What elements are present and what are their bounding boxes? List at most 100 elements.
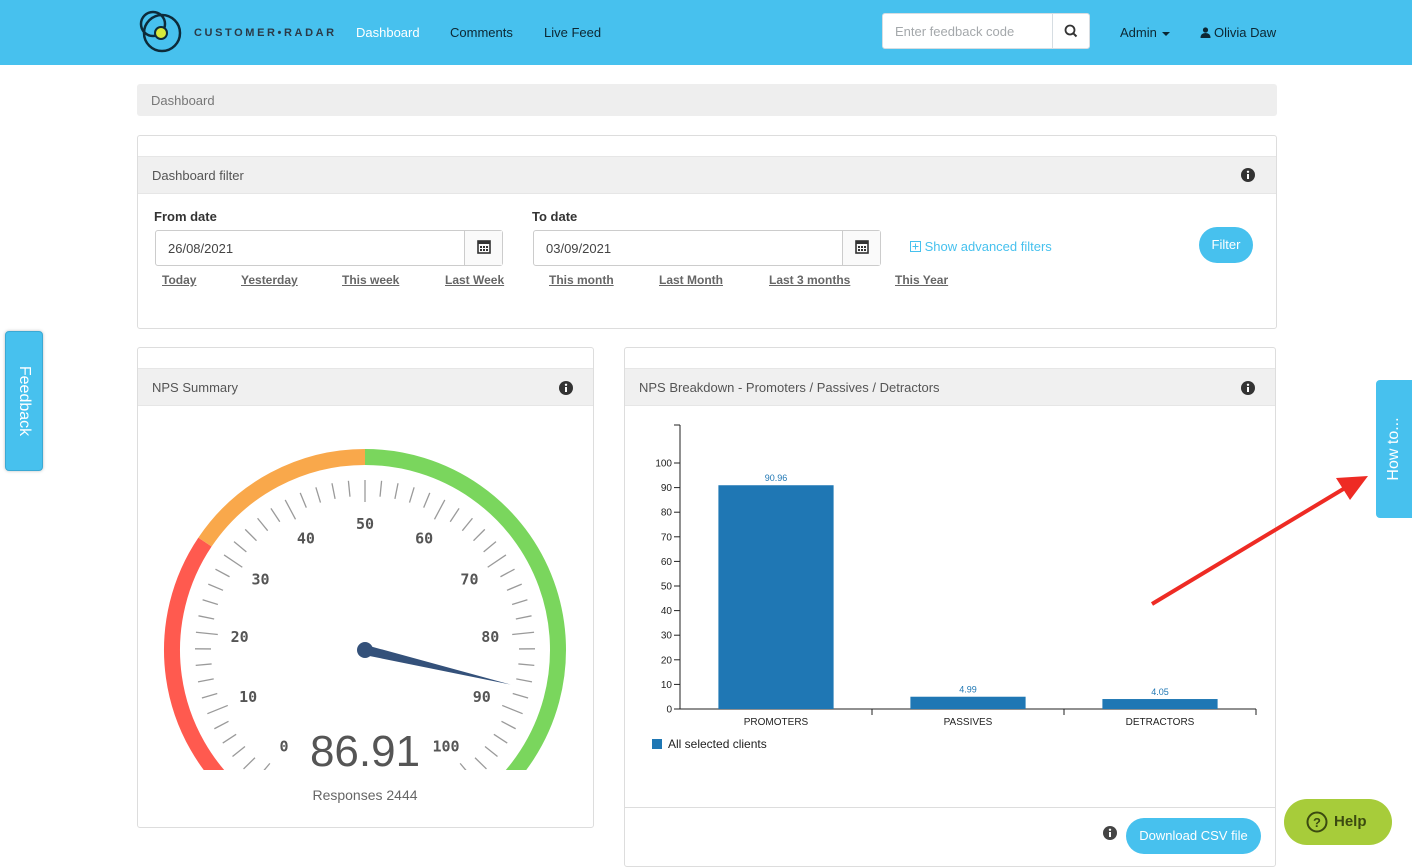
quick-this-month[interactable]: This month: [549, 273, 614, 287]
gauge-minor-tick: [485, 746, 497, 756]
nav-live-feed[interactable]: Live Feed: [544, 25, 601, 40]
help-label: Help: [1334, 813, 1367, 830]
customer-radar-logo[interactable]: [136, 7, 186, 55]
top-navbar: CUSTOMER•RADAR Dashboard Comments Live F…: [0, 0, 1412, 65]
gauge-minor-tick: [258, 518, 268, 530]
quick-this-week[interactable]: This week: [342, 273, 399, 287]
gauge-minor-tick: [380, 481, 382, 497]
nps-breakdown-header: NPS Breakdown - Promoters / Passives / D…: [625, 368, 1275, 406]
chevron-down-icon: [1162, 32, 1170, 36]
gauge-minor-tick: [424, 493, 430, 508]
gauge-minor-tick: [484, 542, 496, 552]
gauge-minor-tick: [332, 483, 335, 499]
quick-today[interactable]: Today: [162, 273, 196, 287]
quick-last-3-months[interactable]: Last 3 months: [769, 273, 850, 287]
from-date-calendar-button[interactable]: [464, 231, 502, 265]
to-date-calendar-button[interactable]: [842, 231, 880, 265]
admin-label: Admin: [1120, 25, 1157, 40]
gauge-major-tick: [285, 500, 295, 519]
gauge-major-tick: [434, 500, 444, 519]
gauge-minor-tick: [410, 487, 415, 502]
csv-info-icon[interactable]: [1103, 826, 1117, 840]
nav-comments[interactable]: Comments: [450, 25, 513, 40]
breadcrumb: Dashboard: [137, 84, 1277, 116]
gauge-minor-tick: [196, 664, 212, 665]
download-csv-button[interactable]: Download CSV file: [1126, 818, 1261, 854]
y-tick-label: 60: [661, 557, 673, 568]
feedback-side-tab[interactable]: Feedback: [5, 331, 43, 471]
gauge-minor-tick: [513, 693, 528, 698]
x-category-label: DETRACTORS: [1126, 717, 1195, 728]
y-tick-label: 0: [666, 705, 672, 716]
gauge-label: 20: [231, 628, 249, 646]
gauge-minor-tick: [348, 481, 350, 497]
gauge-minor-tick: [316, 487, 321, 502]
gauge-minor-tick: [300, 493, 306, 508]
gauge-major-tick: [502, 705, 522, 713]
gauge-major-tick: [207, 705, 227, 713]
quick-this-year[interactable]: This Year: [895, 273, 948, 287]
gauge-major-tick: [196, 632, 218, 634]
gauge-label: 50: [356, 515, 374, 533]
quick-last-month[interactable]: Last Month: [659, 273, 723, 287]
x-category-label: PROMOTERS: [744, 717, 809, 728]
x-category-label: PASSIVES: [944, 717, 993, 728]
nps-score: 86.91: [260, 727, 470, 777]
search-button[interactable]: [1052, 14, 1089, 48]
bar-value-label: 90.96: [765, 473, 788, 483]
gauge-minor-tick: [512, 600, 527, 605]
gauge-minor-tick: [395, 483, 398, 499]
help-button[interactable]: ? Help: [1284, 799, 1392, 845]
to-date-input[interactable]: 03/09/2021: [533, 230, 881, 266]
search-icon: [1053, 14, 1090, 48]
nps-breakdown-info-icon[interactable]: [1241, 381, 1255, 395]
bar-passives[interactable]: [910, 697, 1025, 709]
y-tick-label: 30: [661, 631, 673, 642]
chart-legend[interactable]: All selected clients: [652, 737, 767, 751]
filter-info-icon[interactable]: [1241, 168, 1255, 182]
bar-detractors[interactable]: [1102, 699, 1217, 709]
gauge-minor-tick: [507, 584, 522, 590]
filter-button[interactable]: Filter: [1199, 227, 1253, 263]
show-advanced-filters-link[interactable]: Show advanced filters: [910, 239, 1052, 254]
y-tick-label: 10: [661, 680, 673, 691]
gauge-minor-tick: [198, 616, 214, 619]
nps-responses: Responses 2444: [260, 787, 470, 803]
gauge-label: 40: [297, 530, 315, 548]
user-menu[interactable]: Olivia Daw: [1200, 25, 1276, 40]
gauge-band-orange: [205, 457, 365, 542]
gauge-band-red: [172, 542, 241, 770]
breadcrumb-item-dashboard[interactable]: Dashboard: [151, 93, 215, 108]
legend-swatch: [652, 739, 662, 749]
y-tick-label: 90: [661, 483, 673, 494]
feedback-code-input[interactable]: [883, 14, 1053, 48]
plus-square-icon: [910, 241, 921, 252]
gauge-minor-tick: [234, 542, 246, 552]
nps-summary-info-icon[interactable]: [559, 381, 573, 395]
gauge-major-tick: [488, 555, 506, 567]
gauge-minor-tick: [516, 616, 532, 619]
question-circle-icon: ?: [1306, 811, 1328, 833]
from-date-input[interactable]: 26/08/2021: [155, 230, 503, 266]
y-tick-label: 80: [661, 508, 673, 519]
gauge-label: 30: [252, 571, 270, 589]
bar-promoters[interactable]: [718, 485, 833, 709]
filter-panel-title: Dashboard filter: [152, 168, 244, 183]
gauge-major-tick: [512, 632, 534, 634]
y-tick-label: 100: [655, 459, 672, 470]
how-to-side-tab[interactable]: How to...: [1376, 380, 1412, 518]
gauge-minor-tick: [494, 734, 507, 743]
gauge-label: 70: [460, 571, 478, 589]
admin-dropdown[interactable]: Admin: [1120, 25, 1170, 40]
gauge-minor-tick: [245, 529, 256, 540]
panel-divider: [625, 807, 1275, 808]
nps-summary-header: NPS Summary: [138, 368, 593, 406]
nps-breakdown-title: NPS Breakdown - Promoters / Passives / D…: [639, 380, 940, 395]
nav-dashboard[interactable]: Dashboard: [356, 25, 420, 40]
quick-yesterday[interactable]: Yesterday: [241, 273, 298, 287]
quick-last-week[interactable]: Last Week: [445, 273, 504, 287]
bar-value-label: 4.05: [1151, 687, 1169, 697]
calendar-icon: [465, 231, 503, 265]
gauge-minor-tick: [475, 758, 486, 769]
